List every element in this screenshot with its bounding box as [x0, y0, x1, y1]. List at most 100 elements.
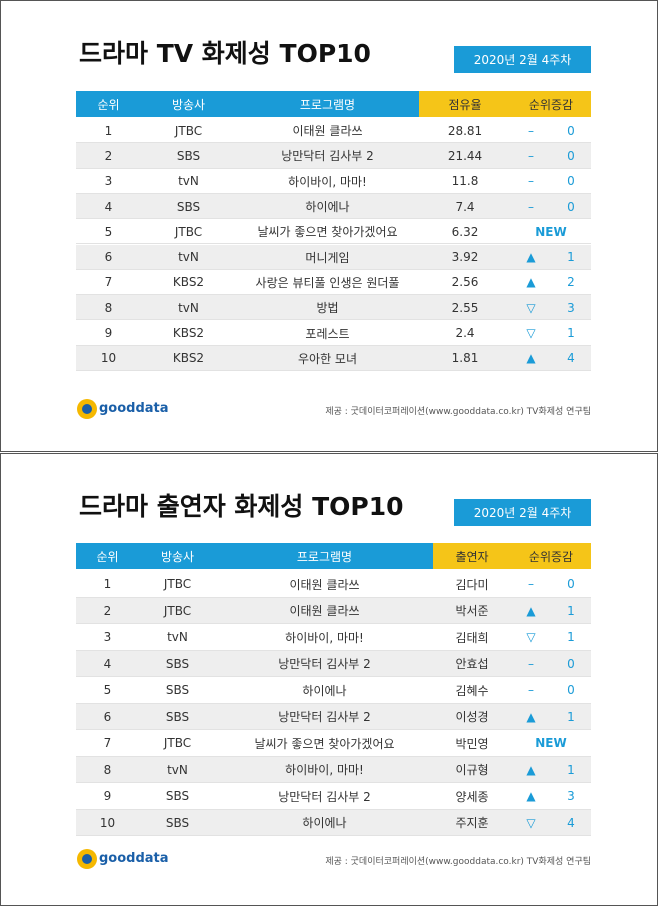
table-cell: 2 — [104, 148, 113, 163]
rank-change-symbol: ▽ — [526, 326, 536, 341]
logo-icon-inner — [82, 854, 92, 864]
logo-text: gooddata — [99, 851, 169, 866]
table-cell: 우아한 모녀 — [297, 351, 357, 366]
table-row — [76, 168, 591, 194]
rank-change-symbol: – — [528, 683, 534, 698]
table-cell: 4 — [103, 656, 112, 671]
table-cell: 하이바이, 마마! — [285, 630, 364, 645]
table-cell: 하이에나 — [305, 200, 350, 215]
table-cell: 박민영 — [455, 736, 489, 751]
rank-change: 1 — [567, 326, 575, 341]
table-row — [76, 244, 591, 270]
table-row — [76, 809, 591, 836]
table-cell: tvN — [167, 762, 188, 777]
table-cell: 날씨가 좋으면 찾아가겠어요 — [257, 225, 398, 240]
rank-change-symbol: – — [528, 199, 534, 214]
table-cell: 낭만닥터 김사부 2 — [278, 789, 371, 804]
panel: 드라마 출연자 화제성 TOP10 2020년 2월 4주차 순위 방송사 프로그램명 출… — [0, 453, 658, 906]
rank-change-new: NEW — [535, 736, 567, 751]
title: 드라마 출연자 화제성 TOP10 — [79, 492, 404, 521]
table-header: 순위증감 — [511, 543, 591, 569]
rank-change-symbol: – — [528, 577, 534, 592]
table-row — [76, 320, 591, 346]
table-row — [76, 650, 591, 677]
rank-change-symbol: ▲ — [526, 250, 536, 265]
table-cell: 안효섭 — [455, 657, 489, 672]
rank-change: 2 — [567, 275, 575, 290]
rank-change: 0 — [567, 123, 575, 138]
table-header: 프로그램명 — [236, 91, 419, 117]
table-cell: JTBC — [163, 736, 192, 751]
table-cell: 5 — [104, 224, 113, 239]
table-row — [76, 295, 591, 321]
rank-change: 3 — [567, 300, 575, 315]
table-cell: 2 — [103, 603, 112, 618]
table-cell: 김태희 — [455, 630, 489, 645]
table-cell: SBS — [165, 709, 190, 724]
table-cell: 하이에나 — [302, 683, 347, 698]
table-cell: 3 — [103, 630, 112, 645]
table-cell: 1 — [103, 577, 112, 592]
table-cell: JTBC — [163, 577, 192, 592]
rank-change: 1 — [567, 603, 575, 618]
logo-icon — [77, 399, 97, 419]
table-row — [76, 783, 591, 810]
rank-change: 1 — [567, 250, 575, 265]
table-cell: 이태원 클라쓰 — [289, 604, 360, 619]
table-cell: SBS — [165, 815, 190, 830]
table-cell: SBS — [165, 683, 190, 698]
rank-change: 1 — [567, 709, 575, 724]
table-cell: 포레스트 — [305, 326, 350, 341]
source: 제공 : 굿데이터코퍼레이션(www.gooddata.co.kr) TV화제성… — [325, 407, 591, 417]
table-cell: 이태원 클라쓰 — [292, 124, 363, 139]
table-row — [76, 269, 591, 296]
rank-change: 0 — [567, 148, 575, 163]
table-cell: 양세종 — [455, 789, 489, 804]
table-header: 방송사 — [141, 91, 236, 117]
table-row — [76, 143, 591, 169]
rank-change: 4 — [567, 815, 575, 830]
rank-change-symbol: ▲ — [526, 709, 536, 724]
rank-change: 0 — [567, 656, 575, 671]
logo-icon — [77, 849, 97, 869]
rank-change: 0 — [567, 199, 575, 214]
table-cell: 박서준 — [455, 604, 489, 619]
table-cell: 하이바이, 마마! — [285, 763, 364, 778]
table-cell: 날씨가 좋으면 찾아가겠어요 — [254, 736, 395, 751]
table-cell: tvN — [178, 250, 199, 265]
table-header: 순위 — [76, 543, 139, 569]
logo-text: gooddata — [99, 401, 169, 416]
table-cell: JTBC — [163, 603, 192, 618]
logo-icon-inner — [82, 404, 92, 414]
rank-change-symbol: – — [528, 148, 534, 163]
table-row — [76, 597, 591, 624]
table-cell: 9 — [103, 789, 112, 804]
table-cell: 머니게임 — [305, 250, 350, 265]
table-header: 프로그램명 — [216, 543, 433, 569]
table-cell: 6 — [103, 709, 112, 724]
table-cell: 3.92 — [451, 250, 479, 265]
table-cell: 이성경 — [455, 710, 489, 725]
table-cell: 하이바이, 마마! — [288, 174, 367, 189]
table-cell: SBS — [176, 199, 201, 214]
title: 드라마 TV 화제성 TOP10 — [79, 39, 371, 68]
table-cell: 2.4 — [455, 326, 475, 341]
table-cell: 4 — [104, 199, 113, 214]
table-cell: 이규형 — [455, 763, 489, 778]
table-row — [76, 756, 591, 783]
table-cell: tvN — [167, 630, 188, 645]
table-cell: 7.4 — [455, 199, 475, 214]
table-row — [76, 703, 591, 730]
table-row — [76, 193, 591, 220]
table-cell: JTBC — [174, 224, 203, 239]
table-cell: 7 — [104, 275, 113, 290]
rank-change-symbol: ▲ — [526, 762, 536, 777]
table-row — [76, 345, 591, 371]
table-cell: KBS2 — [172, 326, 205, 341]
table-cell: 사랑은 뷰티풀 인생은 원더풀 — [255, 275, 400, 290]
table-row — [76, 677, 591, 704]
rank-change: 1 — [567, 630, 575, 645]
rank-change-symbol: ▲ — [526, 603, 536, 618]
table-header: 순위 — [76, 91, 141, 117]
